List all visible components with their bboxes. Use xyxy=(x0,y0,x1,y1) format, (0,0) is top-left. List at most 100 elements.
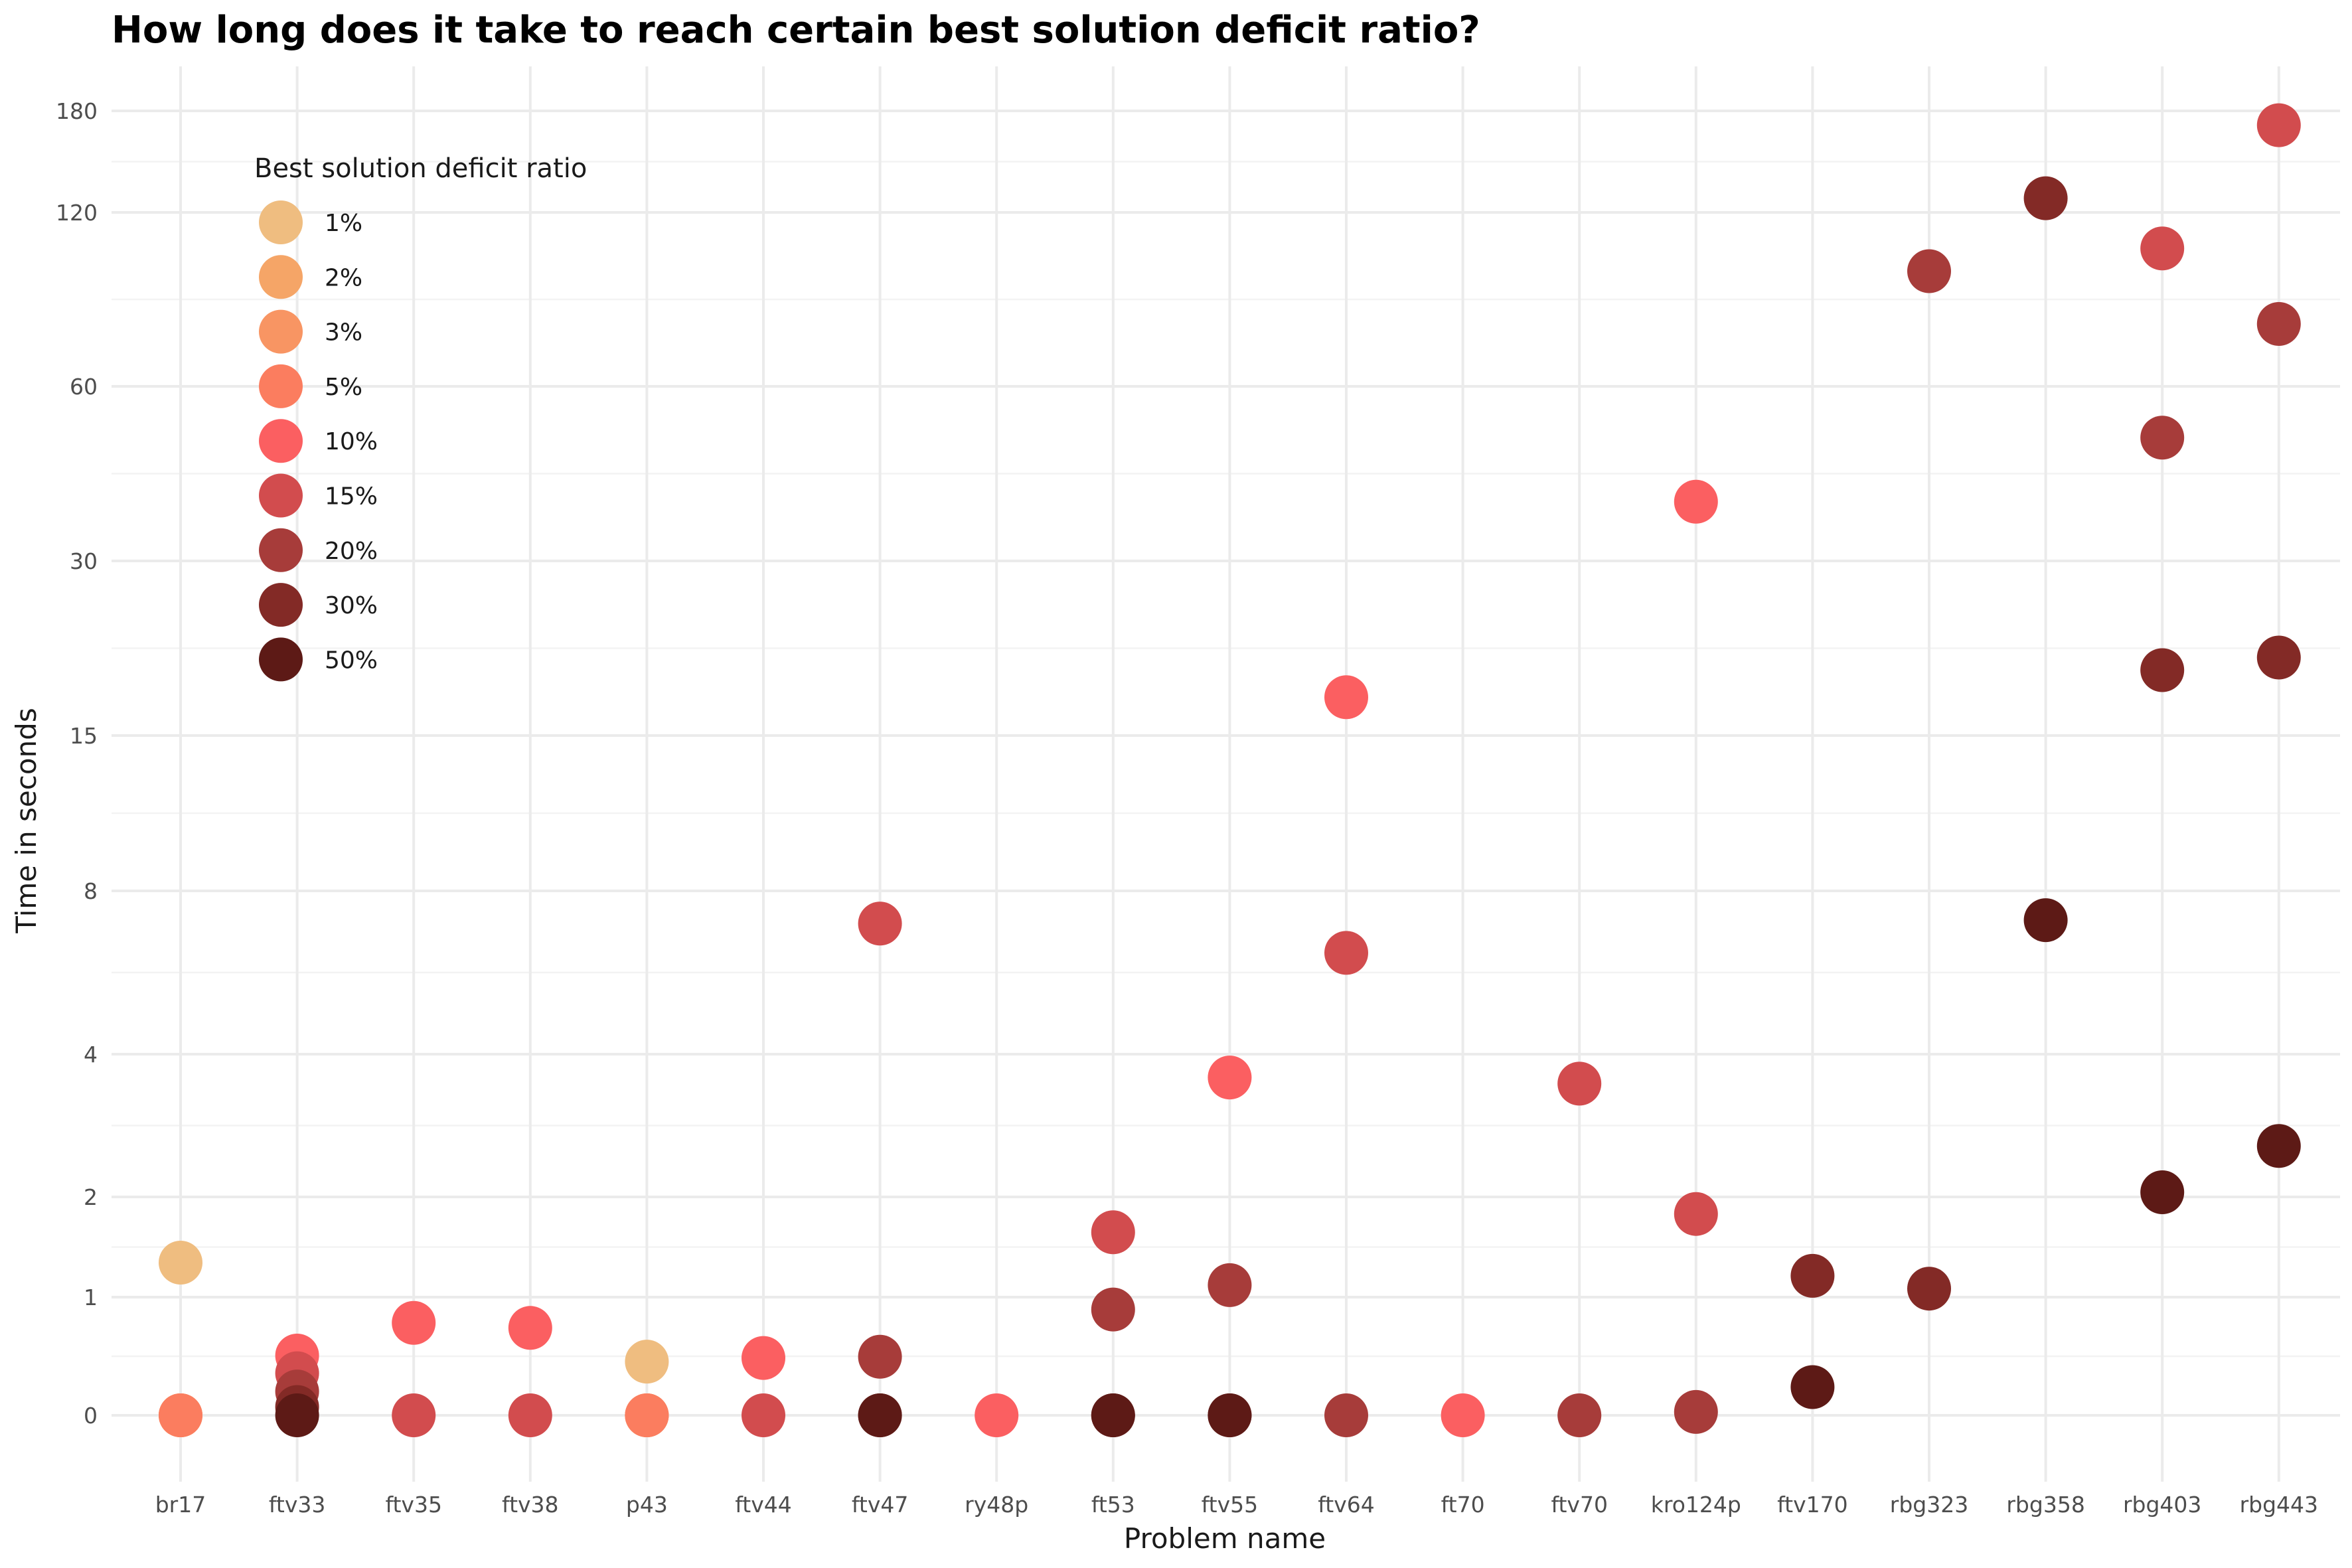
data-point xyxy=(1674,479,1718,524)
x-tick-label: ry48p xyxy=(965,1492,1028,1518)
data-point xyxy=(159,1240,202,1285)
data-point xyxy=(2256,103,2301,147)
data-point xyxy=(1907,249,1951,293)
legend-label: 15% xyxy=(325,483,378,510)
data-point xyxy=(1907,1267,1951,1311)
data-point xyxy=(275,1393,319,1437)
y-axis-title: Time in seconds xyxy=(10,708,42,933)
x-tick-label: kro124p xyxy=(1651,1492,1741,1518)
x-tick-label: ftv44 xyxy=(735,1492,792,1518)
legend-swatch xyxy=(259,528,303,572)
y-tick-label: 0 xyxy=(84,1403,98,1429)
y-tick-label: 2 xyxy=(84,1184,98,1210)
data-points xyxy=(159,103,2301,1437)
grid-layer xyxy=(112,66,2340,1482)
x-tick-label: ftv33 xyxy=(269,1492,326,1518)
x-tick-label: ftv38 xyxy=(502,1492,559,1518)
y-tick-label: 180 xyxy=(56,98,98,124)
legend-swatch xyxy=(259,200,303,244)
x-tick-label: ft70 xyxy=(1441,1492,1485,1518)
legend-label: 30% xyxy=(325,592,378,619)
data-point xyxy=(2256,1124,2301,1168)
x-tick-label: p43 xyxy=(626,1492,668,1518)
data-point xyxy=(2140,226,2185,271)
legend-swatch xyxy=(259,473,303,518)
data-point xyxy=(1208,1056,1252,1100)
data-point xyxy=(1324,675,1368,720)
data-point xyxy=(159,1393,202,1437)
data-point xyxy=(392,1300,436,1345)
x-tick-label: ftv35 xyxy=(385,1492,442,1518)
data-point xyxy=(508,1306,552,1350)
x-axis-title: Problem name xyxy=(1124,1522,1326,1555)
x-tick-label: ft53 xyxy=(1091,1492,1135,1518)
legend-swatch xyxy=(259,364,303,408)
legend-swatch xyxy=(259,309,303,354)
data-point xyxy=(1557,1061,1602,1106)
data-point xyxy=(2256,301,2301,346)
y-tick-label: 30 xyxy=(70,548,98,574)
data-point xyxy=(1091,1210,1135,1255)
data-point xyxy=(2256,635,2301,680)
data-point xyxy=(975,1393,1019,1437)
x-tick-label: rbg403 xyxy=(2123,1492,2201,1518)
data-point xyxy=(742,1336,785,1380)
data-point xyxy=(1674,1192,1718,1236)
data-point xyxy=(858,902,902,946)
data-point xyxy=(2140,1170,2185,1215)
legend: Best solution deficit ratio 1%2%3%5%10%1… xyxy=(254,153,587,682)
y-tick-label: 1 xyxy=(84,1285,98,1310)
y-tick-labels: 0 1 2 4 8 15 30 60 120 180 xyxy=(56,98,98,1429)
legend-title: Best solution deficit ratio xyxy=(254,153,587,184)
y-tick-label: 60 xyxy=(70,374,98,400)
legend-swatch xyxy=(259,583,303,627)
data-point xyxy=(1208,1393,1252,1437)
y-tick-label: 120 xyxy=(56,200,98,226)
x-tick-label: rbg358 xyxy=(2006,1492,2084,1518)
x-tick-label: ftv47 xyxy=(852,1492,909,1518)
legend-entries: 1% 2% 3% 5% 10% 15% 20% 30% 50% xyxy=(259,200,378,682)
legend-label: 2% xyxy=(325,264,362,291)
legend-label: 1% xyxy=(325,210,362,237)
y-tick-label: 8 xyxy=(84,878,98,904)
data-point xyxy=(1208,1263,1252,1307)
data-point xyxy=(858,1393,902,1437)
data-point xyxy=(625,1393,669,1437)
data-point xyxy=(2140,648,2185,692)
data-point xyxy=(1790,1253,1835,1298)
legend-swatch xyxy=(259,255,303,299)
x-tick-label: ftv70 xyxy=(1551,1492,1608,1518)
x-tick-label: br17 xyxy=(155,1492,206,1518)
data-point xyxy=(508,1393,552,1437)
data-point xyxy=(858,1334,902,1379)
data-point xyxy=(2023,176,2068,220)
x-tick-label: ftv55 xyxy=(1202,1492,1259,1518)
data-point xyxy=(2023,898,2068,943)
legend-swatch xyxy=(259,637,303,682)
legend-swatch xyxy=(259,419,303,463)
chart-title: How long does it take to reach certain b… xyxy=(112,9,1480,52)
legend-label: 3% xyxy=(325,319,362,347)
x-tick-label: rbg443 xyxy=(2240,1492,2318,1518)
data-point xyxy=(1441,1393,1485,1437)
data-point xyxy=(1790,1365,1835,1409)
data-point xyxy=(742,1393,785,1437)
legend-label: 10% xyxy=(325,428,378,455)
y-tick-label: 4 xyxy=(84,1042,98,1067)
data-point xyxy=(392,1393,436,1437)
data-point xyxy=(1674,1389,1718,1434)
data-point xyxy=(625,1340,669,1384)
data-point xyxy=(1091,1393,1135,1437)
legend-label: 5% xyxy=(325,374,362,401)
data-point xyxy=(1557,1393,1602,1437)
x-tick-label: ftv64 xyxy=(1318,1492,1375,1518)
y-tick-label: 15 xyxy=(70,723,98,749)
x-tick-label: rbg323 xyxy=(1890,1492,1968,1518)
data-point xyxy=(1324,931,1368,975)
data-point xyxy=(2140,416,2185,460)
legend-label: 50% xyxy=(325,647,378,674)
x-tick-labels: br17 ftv33 ftv35 ftv38 p43 ftv44 ftv47 ry48p ft5… xyxy=(155,1492,2318,1518)
legend-label: 20% xyxy=(325,538,378,565)
